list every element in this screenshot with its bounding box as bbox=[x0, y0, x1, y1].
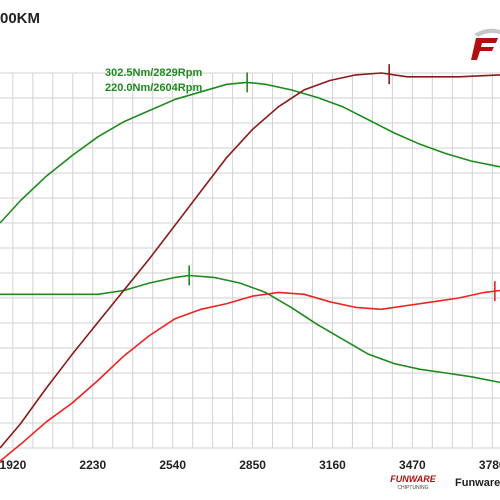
chart-title: 00KM bbox=[0, 10, 41, 27]
x-axis-ticks: 1920 2230 2540 2850 3160 3470 3780 bbox=[0, 458, 500, 472]
x-tick-label: 2230 bbox=[79, 458, 106, 472]
funware-logo-icon bbox=[471, 28, 500, 60]
series-line-power-tuned bbox=[0, 72, 500, 449]
annotation-stock: 220.0Nm/2604Rpm bbox=[105, 82, 202, 94]
x-tick-label: 3470 bbox=[399, 458, 426, 472]
brand-logo-subtext: CHIPTUNING bbox=[397, 485, 429, 491]
x-tick-label: 2850 bbox=[239, 458, 266, 472]
series-layer bbox=[0, 72, 500, 462]
x-tick-label: 3160 bbox=[319, 458, 346, 472]
x-tick-label: 1920 bbox=[0, 458, 27, 472]
markers-layer bbox=[188, 64, 496, 302]
brand-logo-text: FUNWARE bbox=[390, 474, 436, 484]
brand-name: Funware Chi bbox=[455, 477, 500, 489]
x-tick-label: 2540 bbox=[159, 458, 186, 472]
annotation-tuned: 302.5Nm/2829Rpm bbox=[105, 67, 202, 79]
chart-grid bbox=[0, 72, 500, 449]
series-line-torque-stock bbox=[0, 274, 500, 384]
series-line-power-stock bbox=[0, 289, 500, 462]
series-line-torque-tuned bbox=[0, 81, 500, 224]
x-tick-label: 3780 bbox=[479, 458, 500, 472]
